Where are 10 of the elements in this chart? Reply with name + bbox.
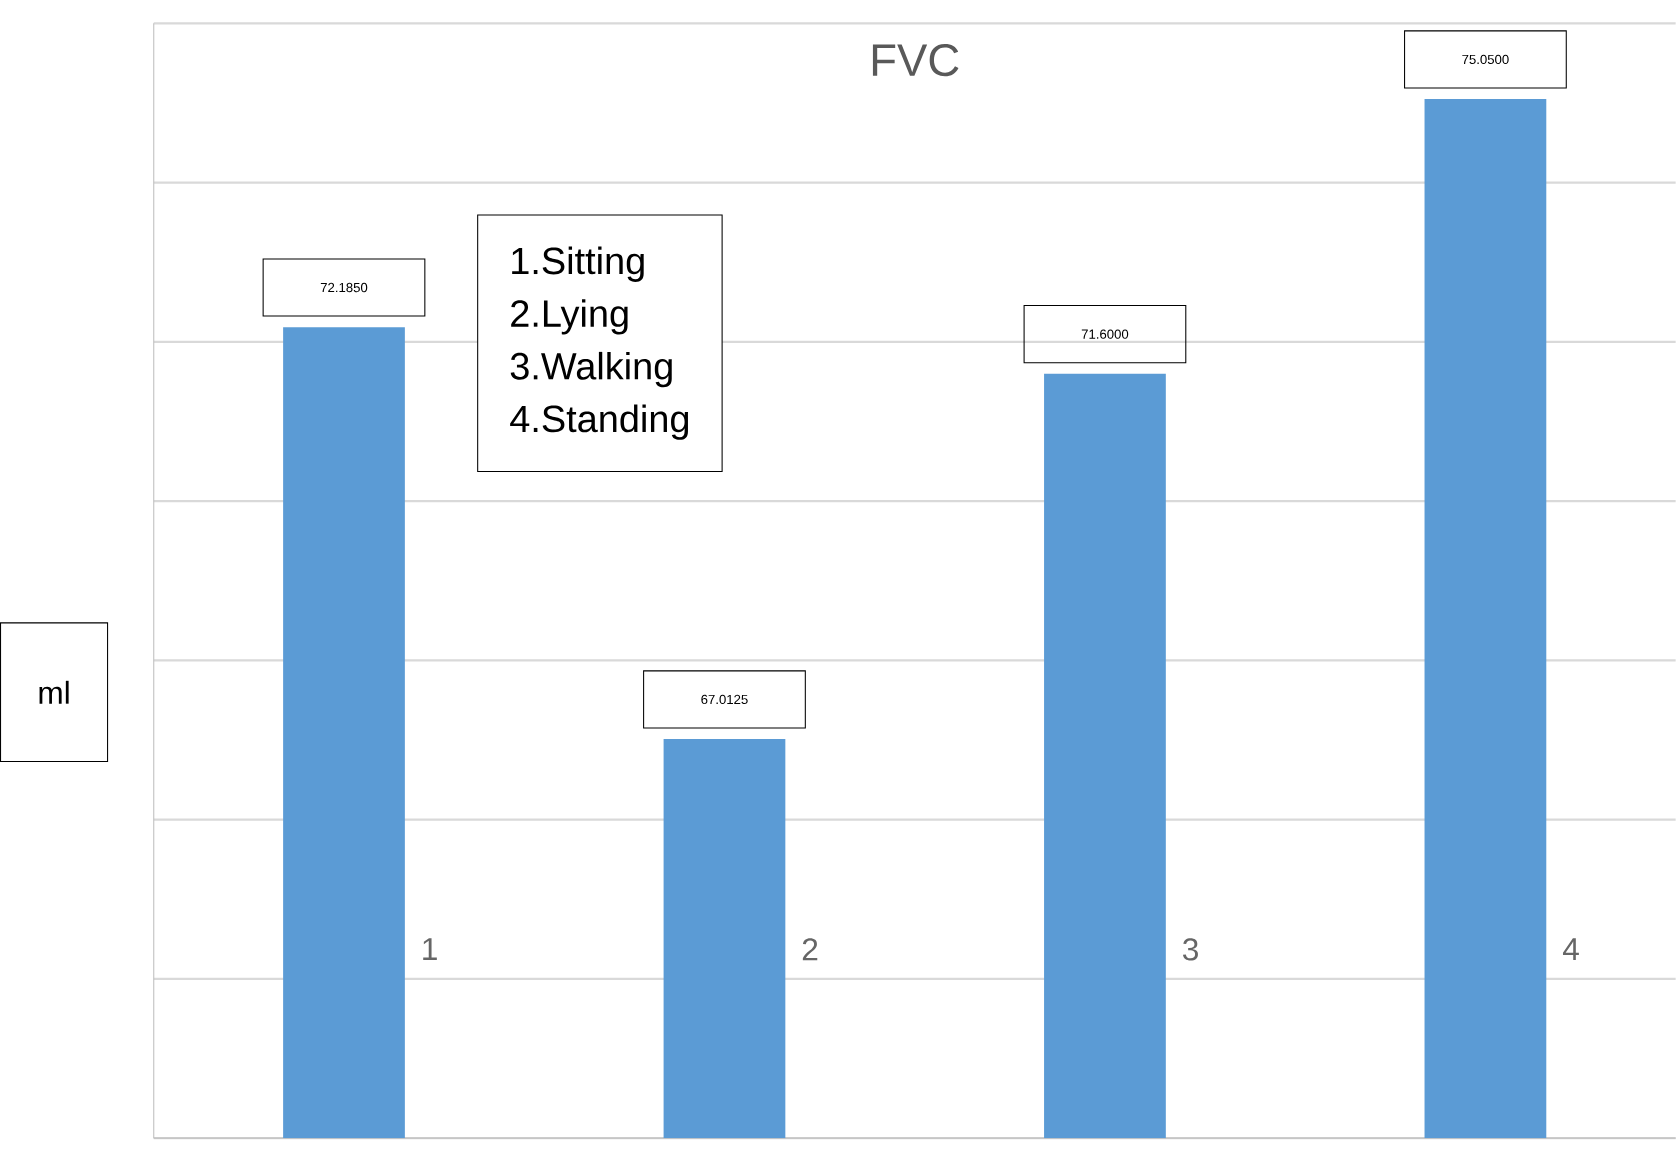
x-tick-label: 2	[802, 937, 818, 960]
y-axis-title: ml	[39, 680, 69, 704]
annotation: 3.Walking	[510, 351, 672, 387]
x-tick-label: 4	[1562, 937, 1579, 960]
x-tick-label: 3	[1182, 937, 1198, 961]
annotation: 4.Standing	[510, 404, 689, 440]
annotation: 2.Lying	[511, 298, 628, 335]
annotation: 1.Sitting	[512, 246, 644, 282]
chart-title: FVC	[872, 43, 959, 76]
x-tick-label: 1	[423, 937, 437, 960]
